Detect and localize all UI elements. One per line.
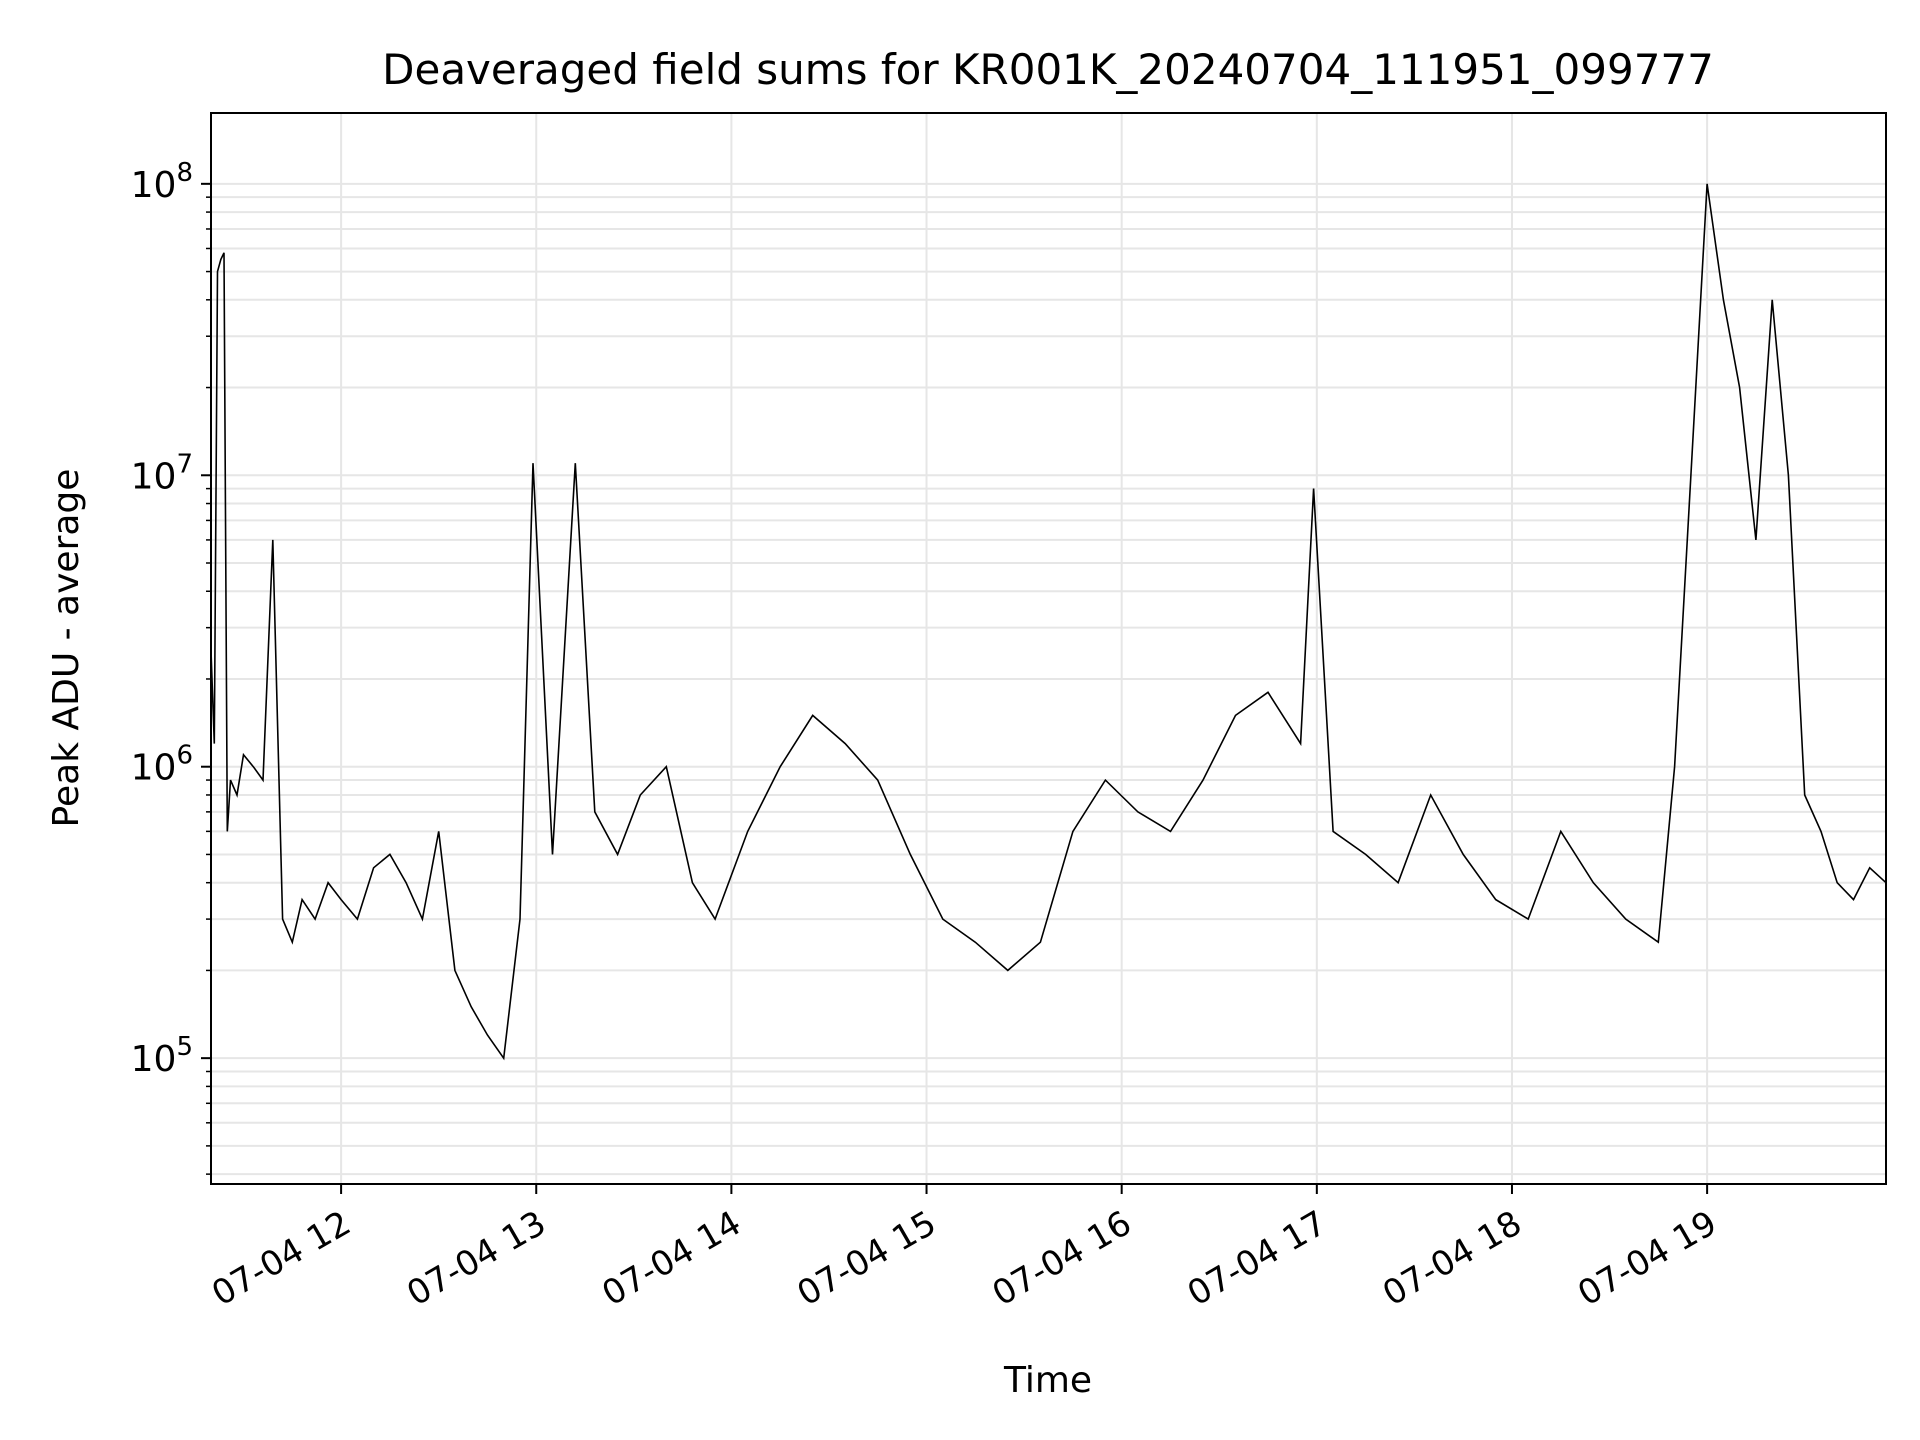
- x-axis-label: Time: [1003, 1360, 1092, 1401]
- y-tick-label: 105: [131, 1032, 193, 1080]
- y-tick-label: 108: [131, 158, 193, 206]
- data-series: [210, 183, 1887, 1061]
- series-line: [210, 183, 1887, 1061]
- chart-title: Deaveraged field sums for KR001K_2024070…: [382, 45, 1714, 94]
- grid: [211, 113, 1886, 1184]
- plot-frame: [210, 112, 1887, 1185]
- y-tick-label: 106: [131, 741, 193, 789]
- y-tick-label: 107: [131, 449, 193, 497]
- y-axis-label: Peak ADU - average: [46, 469, 87, 828]
